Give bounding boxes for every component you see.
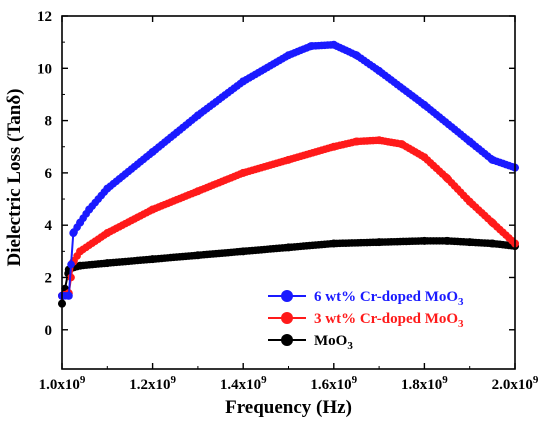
legend-marker <box>281 334 293 346</box>
legend-marker <box>281 290 293 302</box>
series-layer <box>58 40 519 308</box>
x-tick-label: 1.2x109 <box>129 374 176 393</box>
y-tick-label: 10 <box>37 61 52 77</box>
y-tick-label: 12 <box>37 9 52 25</box>
x-tick-label: 1.0x109 <box>39 374 86 393</box>
x-tick-label: 1.8x109 <box>401 374 448 393</box>
series-marker <box>67 260 75 269</box>
x-tick-label: 1.4x109 <box>220 374 267 393</box>
x-tick-label: 1.6x109 <box>310 374 357 393</box>
y-tick-label: 2 <box>45 270 53 286</box>
y-tick-label: 8 <box>45 114 53 130</box>
x-tick-label: 2.0x109 <box>492 374 539 393</box>
series-0 <box>58 40 519 300</box>
y-tick-label: 4 <box>45 218 53 234</box>
x-axis-title: Frequency (Hz) <box>225 397 352 418</box>
series-2 <box>58 236 519 308</box>
series-1 <box>58 136 519 300</box>
legend-label: 6 wt% Cr-doped MoO3 <box>314 289 464 308</box>
legend-label: 3 wt% Cr-doped MoO3 <box>314 311 464 330</box>
y-axis-title: Dielectric Loss (Tanδ) <box>4 88 25 266</box>
legend-label: MoO3 <box>314 333 353 352</box>
legend: 6 wt% Cr-doped MoO3 3 wt% Cr-doped MoO3 Mo… <box>268 289 464 352</box>
axis-layer: 0 2 4 6 8 10 12 1.0x109 1.2x109 1.4x109 1.6x109 1.8… <box>37 9 539 393</box>
y-tick-label: 6 <box>45 166 53 182</box>
series-marker <box>64 291 72 300</box>
y-tick-label: 0 <box>45 323 53 339</box>
legend-marker <box>281 312 293 324</box>
